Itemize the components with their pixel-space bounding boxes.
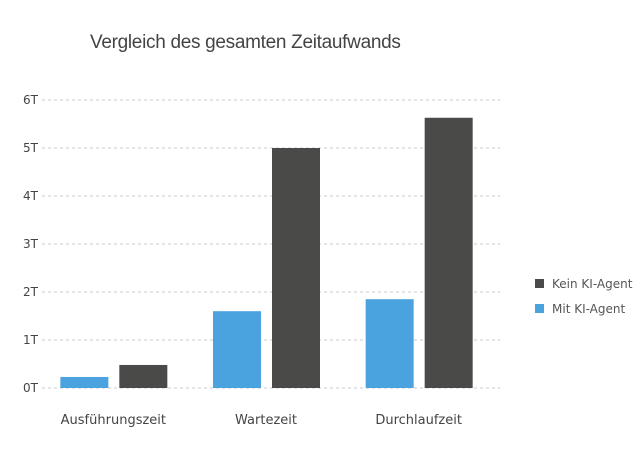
legend-label: Kein KI-Agent [552, 277, 633, 291]
legend-swatch [535, 279, 544, 288]
y-tick-label: 5T [23, 141, 39, 155]
bar-mit-ki-agent [213, 311, 261, 388]
bar-kein-ki-agent [119, 364, 168, 388]
bar-kein-ki-agent [272, 148, 320, 388]
y-tick-label: 4T [23, 189, 39, 203]
y-tick-label: 6T [23, 93, 39, 107]
y-tick-label: 3T [23, 237, 39, 251]
x-tick-label: Ausführungszeit [61, 413, 166, 428]
x-tick-label: Durchlaufzeit [375, 413, 462, 428]
legend-label: Mit KI-Agent [552, 302, 625, 316]
bar-mit-ki-agent [365, 299, 414, 388]
bar-kein-ki-agent [424, 117, 473, 388]
y-tick-label: 2T [23, 285, 39, 299]
bar-mit-ki-agent [60, 376, 109, 388]
chart-title: Vergleich des gesamten Zeitaufwands [90, 32, 401, 53]
legend-swatch [535, 304, 544, 313]
y-tick-label: 0T [23, 381, 39, 395]
x-tick-label: Wartezeit [235, 413, 297, 428]
y-tick-label: 1T [23, 333, 39, 347]
